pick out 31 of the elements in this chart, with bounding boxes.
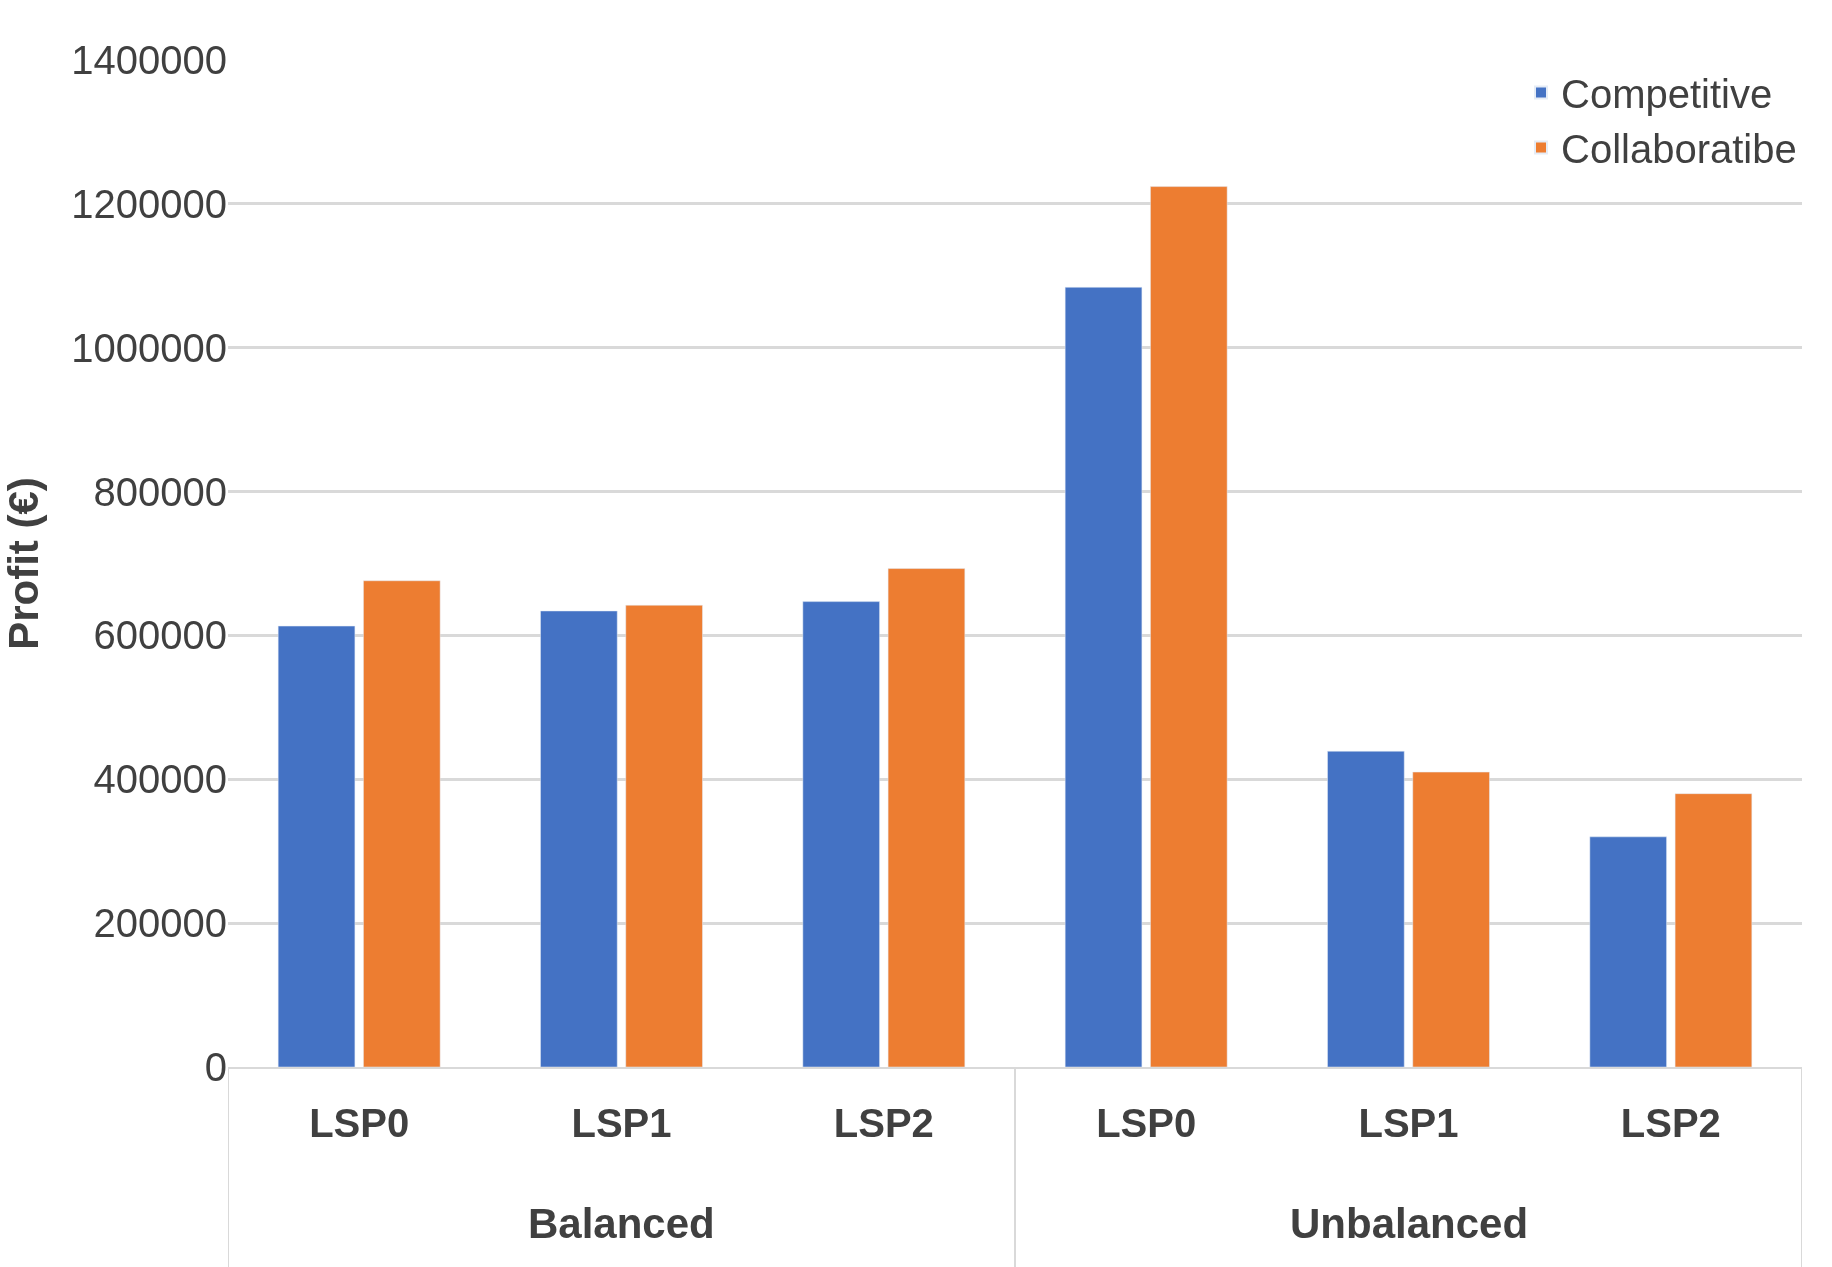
y-axis-title: Profit (€): [0, 477, 47, 650]
bar: [1327, 750, 1405, 1067]
bar: [540, 610, 618, 1067]
y-tick-label: 1400000: [71, 38, 227, 82]
legend-label: Competitive: [1561, 72, 1773, 117]
bar: [1589, 836, 1667, 1067]
bar: [1064, 287, 1143, 1067]
x-tick-label: LSP2: [1620, 1101, 1721, 1145]
y-tick-label: 200000: [93, 901, 227, 946]
text: Balanced: [528, 1200, 715, 1247]
y-tick-label: 0: [204, 1045, 227, 1089]
legend-label: Collaboratibe: [1561, 127, 1797, 172]
y-tick-label: 600000: [93, 613, 227, 658]
y-tick-label: 400000: [93, 757, 227, 802]
y-tick-label: 1200000: [71, 181, 227, 226]
x-tick-label: LSP0: [1096, 1101, 1197, 1145]
text: Unbalanced: [1290, 1200, 1529, 1247]
bar: [363, 580, 441, 1067]
y-tick-label: 800000: [93, 469, 227, 514]
x-tick-label: LSP2: [833, 1101, 934, 1145]
bar: [1674, 793, 1753, 1067]
bar: [625, 604, 703, 1067]
bar: [802, 601, 880, 1067]
y-tick-label: 1000000: [71, 325, 227, 370]
x-tick-label: LSP1: [1358, 1101, 1459, 1145]
bar: [277, 625, 356, 1067]
bar: [1150, 186, 1228, 1067]
x-tick-label: LSP1: [571, 1101, 672, 1145]
bar: [1412, 771, 1490, 1067]
x-tick-label: LSP0: [309, 1101, 410, 1145]
bar: [887, 568, 966, 1067]
